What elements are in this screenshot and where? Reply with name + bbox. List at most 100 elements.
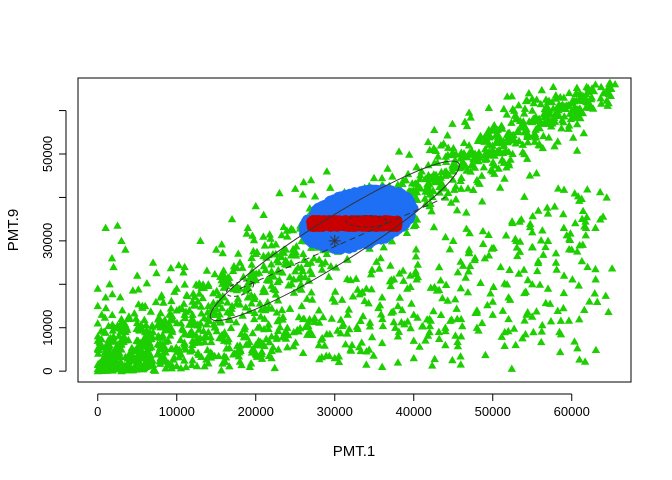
green-point (344, 305, 354, 313)
green-point (186, 347, 195, 355)
ellipse-outer (209, 160, 460, 322)
green-point (415, 342, 424, 350)
green-point (151, 297, 161, 306)
green-point (581, 217, 590, 225)
x-tick-label: 50000 (475, 404, 511, 419)
green-point (560, 112, 569, 120)
green-point (97, 358, 106, 366)
green-point (206, 353, 216, 361)
green-point (246, 269, 256, 277)
green-point (196, 302, 206, 310)
green-point (409, 353, 418, 362)
green-point (538, 226, 547, 234)
green-point (135, 351, 144, 359)
green-point (511, 234, 520, 243)
green-point (262, 334, 271, 343)
green-point (259, 210, 268, 218)
green-point (596, 94, 605, 102)
green-point (387, 237, 397, 245)
green-point (487, 149, 497, 157)
green-point (176, 349, 185, 357)
green-point (180, 329, 190, 338)
green-point (500, 158, 509, 166)
green-point (282, 226, 292, 234)
green-point (416, 171, 425, 179)
green-point (528, 242, 537, 251)
green-point (348, 292, 358, 300)
green-point (587, 84, 597, 92)
green-point (217, 333, 226, 342)
green-point (591, 264, 600, 273)
green-point (376, 310, 386, 318)
green-point (434, 176, 444, 184)
green-point (413, 272, 423, 281)
green-point (97, 326, 106, 334)
green-point (132, 336, 141, 344)
green-point (192, 361, 202, 370)
green-point (167, 361, 177, 369)
green-point (458, 321, 467, 330)
green-point (366, 269, 376, 278)
green-point (376, 253, 385, 262)
green-point (148, 258, 158, 266)
green-point (522, 310, 531, 318)
overlay-layer (209, 160, 460, 322)
green-point (575, 315, 584, 323)
green-point (187, 326, 196, 335)
green-point (180, 280, 189, 288)
green-point (238, 311, 247, 319)
green-point (195, 279, 204, 287)
green-point (534, 257, 543, 265)
green-point (533, 266, 542, 275)
blue-point (334, 195, 345, 206)
green-point (591, 345, 601, 354)
green-point (255, 322, 264, 331)
green-point (423, 137, 433, 145)
green-point (429, 170, 439, 178)
red-point (343, 220, 354, 231)
green-point (605, 79, 614, 87)
green-point (587, 93, 596, 101)
green-point (393, 358, 403, 366)
green-point (284, 281, 293, 289)
green-point (155, 356, 164, 365)
green-point (271, 290, 281, 298)
green-point (140, 315, 149, 324)
green-point (231, 318, 241, 326)
green-point (164, 359, 173, 367)
green-point (413, 260, 423, 268)
green-point (166, 263, 176, 272)
green-point (160, 347, 169, 355)
green-point (591, 80, 600, 88)
green-point (465, 147, 475, 156)
green-point (572, 146, 582, 154)
green-point (559, 185, 569, 193)
green-point (260, 287, 270, 295)
green-point (233, 294, 243, 302)
green-point (202, 355, 211, 363)
green-point (478, 239, 488, 248)
green-point (573, 119, 582, 128)
y-tick-label: 10000 (40, 310, 55, 346)
green-point (266, 234, 275, 242)
green-point (281, 256, 290, 264)
green-point (333, 326, 342, 334)
green-point (113, 340, 122, 349)
green-point (532, 168, 541, 177)
x-tick-label: 20000 (238, 404, 274, 419)
green-point (389, 307, 398, 315)
green-point (583, 185, 592, 193)
green-point (453, 337, 462, 346)
green-point (94, 345, 103, 354)
green-point (356, 346, 365, 355)
green-point (462, 208, 471, 216)
green-point (458, 161, 468, 169)
green-point (374, 303, 383, 312)
green-point (462, 224, 471, 232)
green-point (537, 85, 547, 94)
green-point (204, 359, 213, 367)
green-point (483, 137, 492, 145)
green-point (553, 109, 562, 117)
dashed-line (239, 196, 446, 290)
green-point (248, 231, 257, 239)
